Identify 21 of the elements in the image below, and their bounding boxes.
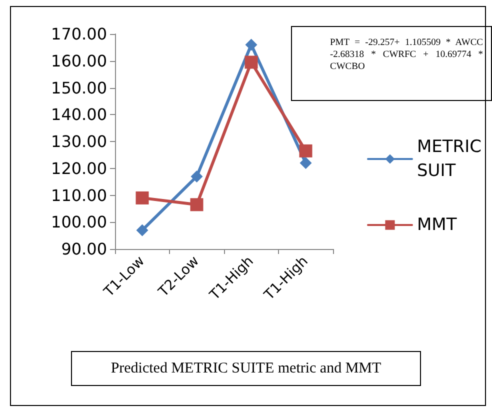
point bbox=[244, 56, 258, 69]
y-tick-label: 140.00 bbox=[51, 105, 107, 124]
point bbox=[136, 191, 149, 204]
annotation: PMT = -29.257+ 1.105509 * AWCC -2.68318 * CWRFC + 10.69774 * CWCBO bbox=[291, 26, 492, 101]
y-tick-label: 90.00 bbox=[61, 240, 107, 258]
y-tick-label: 130.00 bbox=[51, 132, 107, 151]
y-tick-label: 120.00 bbox=[51, 158, 107, 178]
legend-label: METRIC SUIT bbox=[417, 137, 487, 181]
legend-label: MMT bbox=[417, 215, 458, 235]
y-tick-label: 150.00 bbox=[51, 78, 107, 98]
y-tick-label: 110.00 bbox=[51, 186, 107, 205]
y-tick-label: 160.00 bbox=[51, 51, 107, 70]
y-tick-label: 170.00 bbox=[51, 24, 107, 44]
y-tick-label: 100.00 bbox=[51, 212, 107, 232]
text: Predicted METRIC SUITE metric and MMT bbox=[110, 360, 382, 376]
point bbox=[245, 38, 258, 51]
point bbox=[136, 224, 148, 236]
point bbox=[300, 157, 312, 169]
point bbox=[299, 144, 312, 158]
point bbox=[190, 170, 203, 182]
point bbox=[190, 198, 204, 212]
